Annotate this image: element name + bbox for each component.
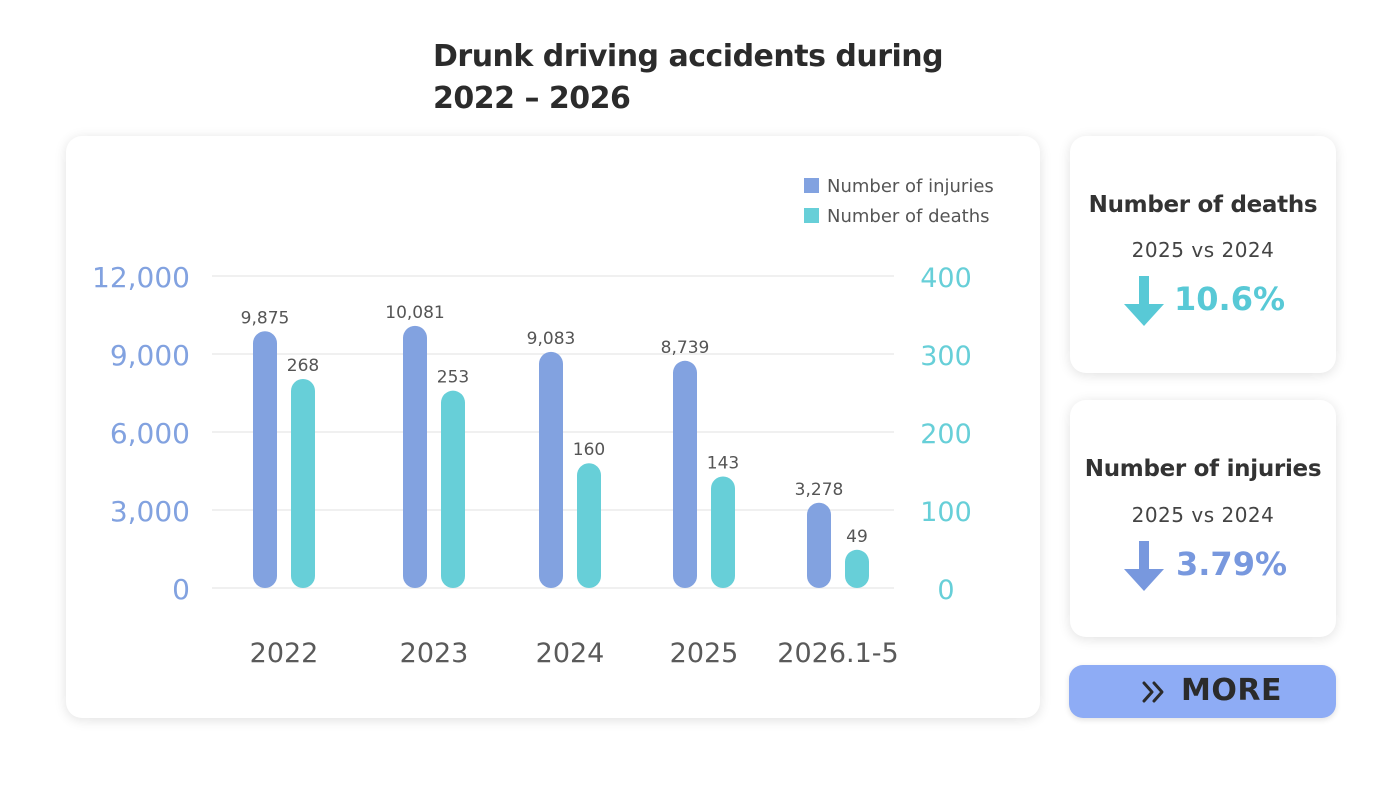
bar-deaths <box>441 390 465 588</box>
bar-injuries <box>807 502 831 588</box>
data-label-injuries: 10,081 <box>385 303 444 323</box>
more-button-label: MORE <box>1181 673 1282 708</box>
y-right-tick-label: 200 <box>920 419 972 450</box>
data-label-injuries: 8,739 <box>661 338 710 358</box>
x-tick-label: 2022 <box>250 638 319 669</box>
legend-label: Number of deaths <box>827 206 989 227</box>
y-right-tick-label: 300 <box>920 341 972 372</box>
x-tick-label: 2025 <box>670 638 739 669</box>
data-label-deaths: 268 <box>287 356 319 376</box>
deaths-stat-card: Number of deaths 2025 vs 2024 10.6% <box>1070 136 1336 373</box>
chart-card: 0 3,000 6,000 9,000 12,000 0 100 200 300 400 9,875… <box>66 136 1040 718</box>
data-label-deaths: 49 <box>846 527 868 547</box>
injuries-stat-change: 3.79% <box>1070 541 1336 597</box>
title-line-1: Drunk driving accidents during <box>433 39 944 74</box>
arrow-down-icon <box>1124 276 1164 326</box>
deaths-stat-value: 10.6% <box>1174 280 1286 318</box>
injuries-stat-card: Number of injuries 2025 vs 2024 3.79% <box>1070 400 1336 637</box>
chart-title: Drunk driving accidents during 2022 – 20… <box>433 36 1053 120</box>
data-label-injuries: 9,083 <box>527 329 576 349</box>
injuries-stat-title: Number of injuries <box>1084 456 1322 482</box>
arrow-down-icon <box>1124 541 1164 591</box>
bar-injuries <box>403 325 427 588</box>
title-line-2: 2022 – 2026 <box>433 81 631 116</box>
y-left-tick-label: 9,000 <box>110 339 190 372</box>
bar-deaths <box>845 549 869 588</box>
data-label-injuries: 9,875 <box>241 308 290 328</box>
bar-deaths <box>577 463 601 588</box>
data-label-deaths: 253 <box>437 368 469 388</box>
bar-injuries <box>253 331 277 588</box>
y-left-tick-label: 6,000 <box>110 417 190 450</box>
injuries-stat-value: 3.79% <box>1176 545 1288 583</box>
bar-injuries <box>673 360 697 588</box>
more-button[interactable]: MORE <box>1069 665 1336 718</box>
data-label-deaths: 143 <box>707 453 739 473</box>
data-label-injuries: 3,278 <box>795 480 844 500</box>
bar-deaths <box>291 378 315 588</box>
data-label-deaths: 160 <box>573 440 605 460</box>
legend-swatch <box>804 208 819 223</box>
deaths-stat-change: 10.6% <box>1070 276 1336 332</box>
deaths-stat-title: Number of deaths <box>1088 192 1318 218</box>
y-right-tick-label: 0 <box>937 575 954 606</box>
y-left-tick-label: 12,000 <box>92 261 190 294</box>
y-right-tick-label: 400 <box>920 263 972 294</box>
y-left-tick-label: 0 <box>172 573 190 606</box>
x-tick-label: 2024 <box>536 638 605 669</box>
injuries-stat-comparison: 2025 vs 2024 <box>1131 503 1275 527</box>
bar-deaths <box>711 476 735 588</box>
bar-injuries <box>539 351 563 588</box>
y-left-tick-label: 3,000 <box>110 495 190 528</box>
legend-label: Number of injuries <box>827 176 994 197</box>
double-chevron-right-icon <box>1142 681 1164 703</box>
x-tick-label: 2026.1-5 <box>777 638 898 669</box>
bar-chart: 0 3,000 6,000 9,000 12,000 0 100 200 300 400 9,875… <box>92 176 994 669</box>
deaths-stat-comparison: 2025 vs 2024 <box>1131 238 1275 262</box>
x-tick-label: 2023 <box>400 638 469 669</box>
legend-swatch <box>804 178 819 193</box>
y-right-tick-label: 100 <box>920 497 972 528</box>
